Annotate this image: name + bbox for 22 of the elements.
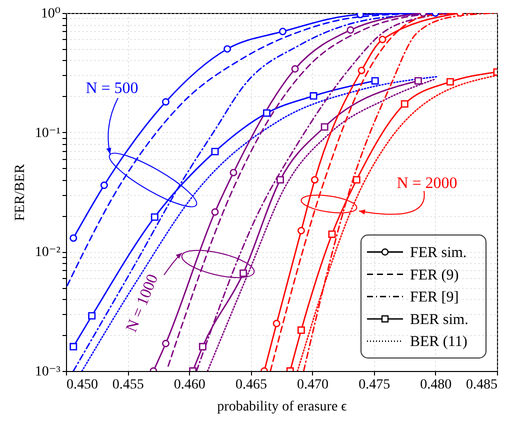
y-axis-title: FER/BER [12,163,28,221]
y-tick-label: 10⁰ [40,6,61,22]
x-axis-title: probability of erasure ϵ [217,400,348,414]
annotation: FER [9] [410,290,459,306]
x-tick-label: 0.465 [235,378,267,392]
x-tick-label: 0.455 [112,378,144,392]
annotation: FER sim. [410,245,467,261]
annotation: N = 1000 [123,272,162,334]
x-tick-label: 0.460 [174,378,206,392]
y-tick-label: 10⁻¹ [34,126,60,141]
annotation: N = 2000 [396,175,458,192]
annotation: BER sim. [410,312,468,328]
annotation: N = 500 [86,80,138,97]
annotation: BER (11) [410,334,468,350]
x-tick-label: 0.470 [297,378,329,392]
annotation: FER (9) [410,267,459,284]
x-tick-label: 0.450 [66,378,98,392]
x-tick-label: 0.480 [420,378,452,392]
y-tick-label: 10⁻³ [34,364,60,380]
x-tick-label: 0.485 [466,378,498,392]
x-tick-label: 0.475 [358,378,390,392]
y-tick-label: 10⁻² [34,245,60,260]
